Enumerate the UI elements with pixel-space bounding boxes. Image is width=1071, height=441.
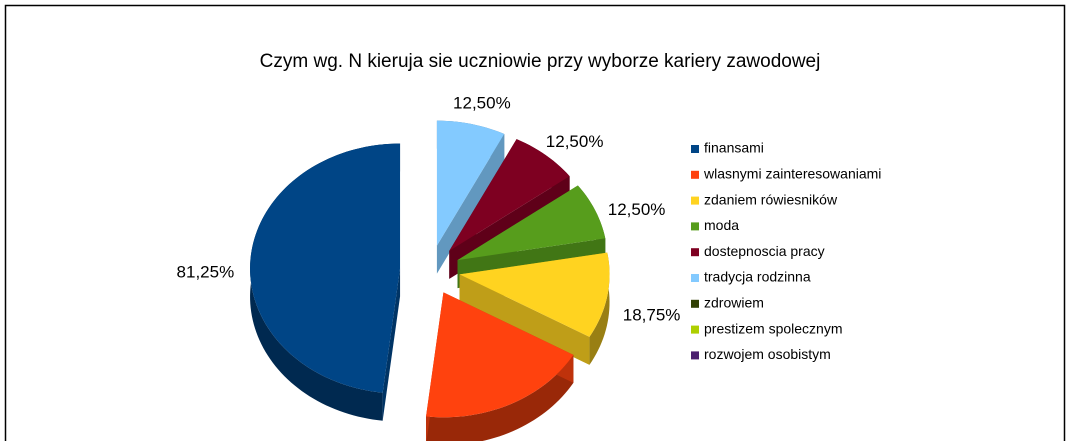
legend-swatch bbox=[691, 170, 699, 179]
data-label: 12,50% bbox=[608, 200, 666, 219]
legend-label: moda bbox=[704, 217, 739, 233]
slice bbox=[459, 252, 610, 337]
slice bbox=[457, 185, 606, 261]
slice bbox=[436, 120, 505, 246]
legend-label: zdaniem rówiesników bbox=[704, 191, 838, 207]
legend-swatch bbox=[691, 299, 699, 308]
legend-label: tradycja rodzinna bbox=[704, 269, 811, 285]
legend: finansami wlasnymi zainteresowaniami zdani… bbox=[691, 140, 881, 362]
legend-label: wlasnymi zainteresowaniami bbox=[703, 166, 881, 182]
frame bbox=[4, 4, 1066, 441]
data-label: 81,25% bbox=[177, 263, 235, 282]
legend-swatch bbox=[691, 145, 699, 153]
legend-swatch bbox=[691, 248, 699, 257]
legend-swatch bbox=[691, 274, 699, 282]
slice-side bbox=[426, 354, 574, 441]
legend-label: dostepnoscia pracy bbox=[704, 243, 825, 259]
slice bbox=[449, 139, 570, 251]
legend-label: rozwojem osobistym bbox=[704, 346, 831, 362]
data-label: 18,75% bbox=[623, 306, 681, 325]
slice-side bbox=[589, 252, 610, 365]
pie: 12,50% 12,50% 12,50% 81,25% 18,75% 31,25% bbox=[177, 93, 681, 441]
legend-swatch bbox=[691, 222, 699, 231]
legend-label: zdrowiem bbox=[704, 295, 764, 311]
slice bbox=[426, 292, 574, 418]
chart-title: Czym wg. N kieruja sie uczniowie przy wy… bbox=[260, 51, 821, 72]
data-label: 12,50% bbox=[546, 132, 604, 151]
legend-swatch bbox=[691, 196, 699, 205]
legend-label: prestizem spolecznym bbox=[704, 320, 843, 336]
legend-swatch bbox=[691, 351, 699, 360]
slice-side bbox=[436, 133, 505, 274]
slice bbox=[250, 143, 401, 393]
legend-label: finansami bbox=[704, 140, 764, 156]
legend-swatch bbox=[691, 325, 699, 334]
data-label: 31,25% bbox=[502, 439, 560, 441]
data-label: 12,50% bbox=[453, 93, 511, 112]
slice-side bbox=[382, 268, 401, 421]
